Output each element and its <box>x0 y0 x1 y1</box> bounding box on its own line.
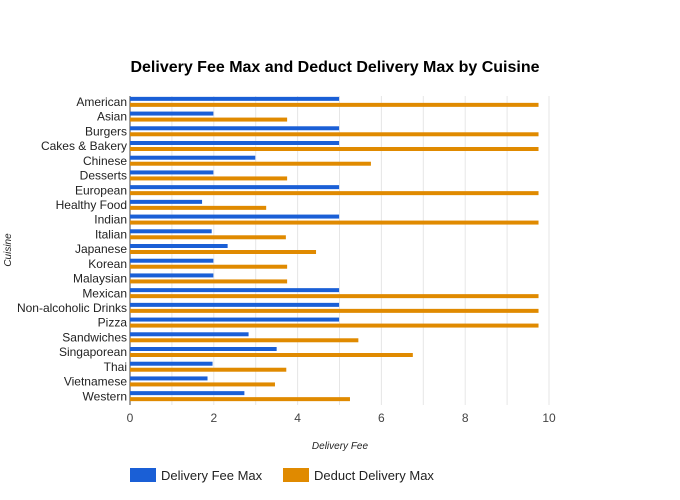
category-label: Desserts <box>80 169 127 183</box>
bar-delivery-fee-max <box>130 155 256 160</box>
x-axis-title: Delivery Fee <box>312 441 369 452</box>
legend: Delivery Fee Max Deduct Delivery Max <box>130 468 434 483</box>
category-label: Mexican <box>82 286 127 300</box>
bar-delivery-fee-max <box>130 361 213 366</box>
category-label: Burgers <box>85 124 127 138</box>
category-label: Cakes & Bakery <box>41 139 127 153</box>
category-label: Korean <box>88 257 127 271</box>
bar-delivery-fee-max <box>130 96 340 101</box>
category-label: Pizza <box>98 316 128 330</box>
x-tick-label: 6 <box>378 411 385 425</box>
bar-deduct-delivery-max <box>130 176 288 181</box>
category-label: European <box>75 183 127 197</box>
bar-deduct-delivery-max <box>130 308 539 313</box>
bar-deduct-delivery-max <box>130 279 288 284</box>
bar-delivery-fee-max <box>130 288 340 293</box>
x-tick-label: 10 <box>542 411 556 425</box>
x-tick-labels: 0 2 4 6 8 10 <box>127 411 556 425</box>
bar-deduct-delivery-max <box>130 264 288 269</box>
bar-deduct-delivery-max <box>130 220 539 225</box>
x-tick-label: 4 <box>294 411 301 425</box>
bars <box>130 96 539 402</box>
x-tick-label: 2 <box>210 411 217 425</box>
category-label: Western <box>83 389 127 403</box>
x-tick-label: 8 <box>462 411 469 425</box>
category-label: Chinese <box>83 154 127 168</box>
bar-delivery-fee-max <box>130 185 340 190</box>
bar-deduct-delivery-max <box>130 147 539 151</box>
bar-delivery-fee-max <box>130 126 340 131</box>
x-tick-label: 0 <box>127 411 134 425</box>
bar-deduct-delivery-max <box>130 382 275 387</box>
bar-deduct-delivery-max <box>130 102 539 107</box>
y-axis-title: Cuisine <box>3 233 14 267</box>
category-label: Singaporean <box>59 345 127 359</box>
category-label: Non-alcoholic Drinks <box>17 301 127 315</box>
bar-delivery-fee-max <box>130 273 214 278</box>
bar-delivery-fee-max <box>130 244 228 248</box>
category-label: Asian <box>97 110 127 124</box>
bar-deduct-delivery-max <box>130 367 287 372</box>
bar-deduct-delivery-max <box>130 161 371 166</box>
bar-deduct-delivery-max <box>130 205 267 210</box>
bar-delivery-fee-max <box>130 391 245 396</box>
category-label: Sandwiches <box>62 330 127 344</box>
bar-delivery-fee-max <box>130 258 214 263</box>
bar-delivery-fee-max <box>130 302 340 307</box>
legend-label: Delivery Fee Max <box>161 468 263 483</box>
bar-deduct-delivery-max <box>130 397 350 402</box>
category-label: Vietnamese <box>64 375 127 389</box>
bar-deduct-delivery-max <box>130 235 286 240</box>
bar-delivery-fee-max <box>130 199 203 204</box>
legend-swatch <box>283 468 309 482</box>
bar-deduct-delivery-max <box>130 323 539 328</box>
legend-label: Deduct Delivery Max <box>314 468 434 483</box>
bar-delivery-fee-max <box>130 317 340 322</box>
chart-title: Delivery Fee Max and Deduct Delivery Max… <box>130 59 539 76</box>
bar-delivery-fee-max <box>130 170 214 175</box>
bar-deduct-delivery-max <box>130 250 317 254</box>
bar-deduct-delivery-max <box>130 294 539 299</box>
category-label: Indian <box>94 213 127 227</box>
bar-deduct-delivery-max <box>130 338 359 343</box>
bar-delivery-fee-max <box>130 376 208 381</box>
bar-deduct-delivery-max <box>130 117 288 122</box>
bar-deduct-delivery-max <box>130 191 539 196</box>
bar-delivery-fee-max <box>130 332 249 337</box>
category-label: Thai <box>104 360 127 374</box>
bar-delivery-fee-max <box>130 347 277 351</box>
bar-delivery-fee-max <box>130 214 340 219</box>
category-label: Healthy Food <box>56 198 127 212</box>
category-label: Italian <box>95 227 127 241</box>
category-label: Malaysian <box>73 272 127 286</box>
bar-delivery-fee-max <box>130 111 214 116</box>
bar-deduct-delivery-max <box>130 132 539 137</box>
bar-delivery-fee-max <box>130 229 212 234</box>
bar-deduct-delivery-max <box>130 353 413 357</box>
category-label: American <box>76 95 127 109</box>
bar-delivery-fee-max <box>130 141 340 145</box>
legend-swatch <box>130 468 156 482</box>
category-label: Japanese <box>75 242 127 256</box>
